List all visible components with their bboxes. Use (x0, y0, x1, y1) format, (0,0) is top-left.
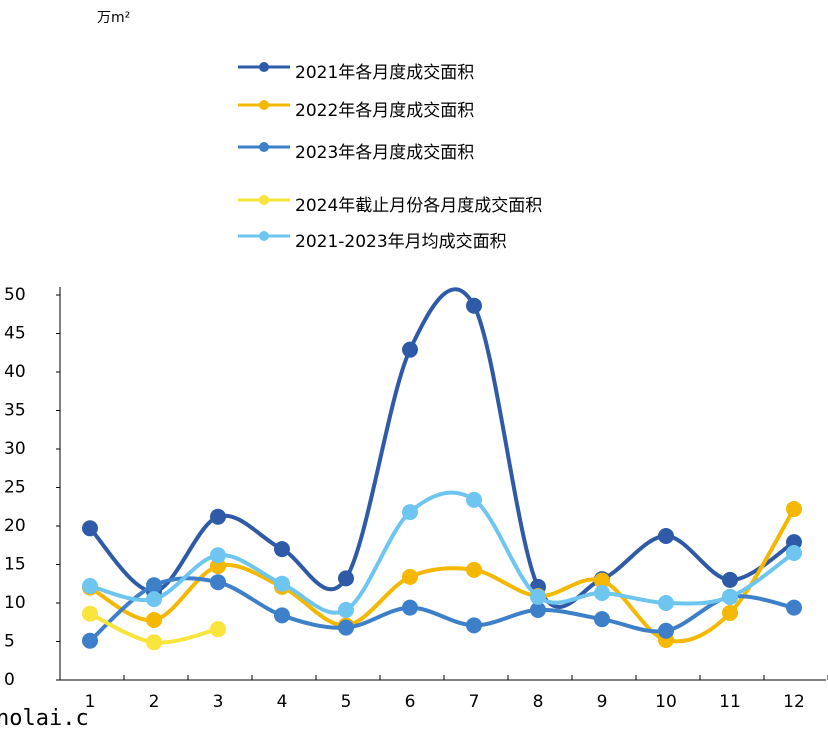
point (402, 568, 418, 585)
point (210, 574, 226, 591)
point (402, 599, 418, 616)
unit-label: 万m² (97, 10, 130, 26)
point (722, 571, 738, 588)
y-tick-label: 50 (4, 285, 26, 305)
watermark: nolai.c (0, 706, 89, 731)
point (658, 595, 674, 611)
legend-label: 2024年截止月份各月度成交面积 (295, 196, 542, 216)
point (146, 577, 162, 594)
x-tick-label: 8 (533, 692, 544, 712)
point (210, 621, 226, 638)
x-tick-label: 7 (469, 692, 480, 712)
point (146, 611, 162, 628)
point (530, 601, 546, 618)
point (82, 520, 98, 537)
point (338, 570, 354, 587)
y-tick-label: 35 (4, 401, 26, 421)
point (786, 501, 802, 518)
legend-label: 2021年各月度成交面积 (295, 63, 474, 83)
x-tick-label: 11 (719, 692, 741, 712)
series-line (89, 490, 796, 615)
x-tick-label: 2 (149, 692, 160, 712)
x-tick-label: 9 (597, 692, 608, 712)
legend-label: 2023年各月度成交面积 (295, 143, 474, 163)
x-tick-label: 6 (405, 692, 416, 712)
series-line (88, 576, 795, 643)
point (338, 619, 354, 636)
x-tick-label: 3 (213, 692, 224, 712)
point (466, 297, 482, 314)
point (530, 588, 546, 605)
point (594, 584, 610, 601)
point (274, 575, 290, 592)
point (82, 632, 98, 649)
y-tick-label: 40 (4, 362, 26, 382)
point (466, 491, 482, 508)
y-tick-label: 45 (4, 324, 26, 344)
x-tick-label: 10 (655, 692, 677, 712)
point (402, 341, 418, 358)
point (786, 599, 802, 616)
point (338, 601, 354, 618)
x-tick-label: 5 (341, 692, 352, 712)
point (82, 578, 98, 595)
point (658, 622, 674, 639)
legend-marker (259, 142, 269, 152)
point (146, 591, 162, 608)
y-tick-label: 20 (4, 516, 26, 536)
point (658, 528, 674, 545)
point (466, 561, 482, 578)
point (722, 588, 738, 605)
point (594, 572, 610, 589)
point (466, 617, 482, 634)
y-tick-label: 5 (4, 632, 15, 652)
legend-marker (259, 231, 269, 241)
legend-label: 2022年各月度成交面积 (295, 101, 474, 121)
point (210, 547, 226, 564)
point (146, 634, 162, 651)
x-tick-label: 1 (85, 692, 96, 712)
point (210, 508, 226, 525)
y-tick-label: 30 (4, 439, 26, 459)
y-tick-label: 25 (4, 478, 26, 498)
legend-marker (259, 100, 269, 110)
point (722, 605, 738, 622)
point (594, 611, 610, 628)
legend-marker (259, 195, 269, 205)
y-tick-label: 15 (4, 555, 26, 575)
point (786, 544, 802, 561)
x-tick-label: 12 (783, 692, 805, 712)
point (274, 607, 290, 624)
series-line (88, 287, 796, 609)
point (402, 504, 418, 521)
legend-label: 2021-2023年月均成交面积 (295, 232, 507, 252)
point (82, 605, 98, 622)
y-tick-label: 0 (4, 670, 15, 690)
point (274, 541, 290, 558)
legend-marker (259, 62, 269, 72)
x-tick-label: 4 (277, 692, 288, 712)
y-tick-label: 10 (4, 593, 26, 613)
